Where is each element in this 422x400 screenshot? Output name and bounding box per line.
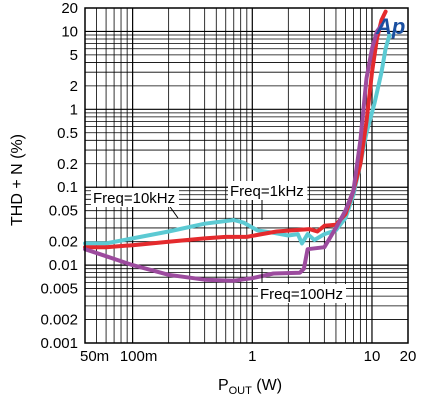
x-tick-label: 100m <box>120 348 158 365</box>
plot-frame <box>84 7 409 344</box>
y-tick-label: 1 <box>70 101 78 118</box>
y-tick-label: 0.002 <box>40 312 78 329</box>
x-tick-labels: 50m 100m 1 10 20 <box>80 348 416 365</box>
series-line <box>83 23 384 283</box>
series-layer <box>83 9 392 283</box>
annotations: Freq=10kHz Freq=1kHz Freq=100Hz <box>91 181 346 303</box>
y-tick-label: 0.5 <box>57 125 78 142</box>
y-tick-label: 0.2 <box>57 156 78 173</box>
x-tick-label: 50m <box>80 348 109 365</box>
series-line <box>83 9 388 250</box>
x-tick-label: 20 <box>400 348 417 365</box>
y-tick-label: 2 <box>70 78 78 95</box>
ap-logo-icon: Ap <box>375 14 405 39</box>
y-tick-label: 0.02 <box>49 234 78 251</box>
annotation-label: Freq=1kHz <box>230 183 304 200</box>
y-tick-label: 5 <box>70 47 78 64</box>
x-axis-label-sub: OUT <box>229 385 253 397</box>
y-tick-label: 0.1 <box>57 179 78 196</box>
annotation-background <box>91 188 179 207</box>
y-tick-label: 0.001 <box>40 335 78 352</box>
ap-logo-glyph: Ap <box>375 14 405 39</box>
y-tick-label: 0.01 <box>49 257 78 274</box>
annotation-label: Freq=100Hz <box>260 286 343 303</box>
annotation-background <box>258 284 346 303</box>
annotation-label: Freq=10kHz <box>93 190 175 207</box>
y-tick-label: 10 <box>61 23 78 40</box>
x-tick-label: 1 <box>248 348 256 365</box>
y-tick-label: 0.005 <box>40 281 78 298</box>
x-tick-label: 10 <box>364 348 381 365</box>
y-tick-labels: 20 10 5 2 1 0.5 0.2 0.1 0.05 0.02 0.01 0.005 0.002 0.… <box>40 0 78 352</box>
annotation-background <box>228 181 308 200</box>
x-axis-label: POUT (W) <box>218 377 282 397</box>
x-axis-label-unit: (W) <box>252 377 282 394</box>
y-tick-label: 0.05 <box>49 203 78 220</box>
y-axis-label: THD + N (%) <box>9 134 26 226</box>
y-tick-label: 20 <box>61 0 78 17</box>
x-axis-label-main: P <box>218 377 229 394</box>
series-line <box>83 33 392 246</box>
